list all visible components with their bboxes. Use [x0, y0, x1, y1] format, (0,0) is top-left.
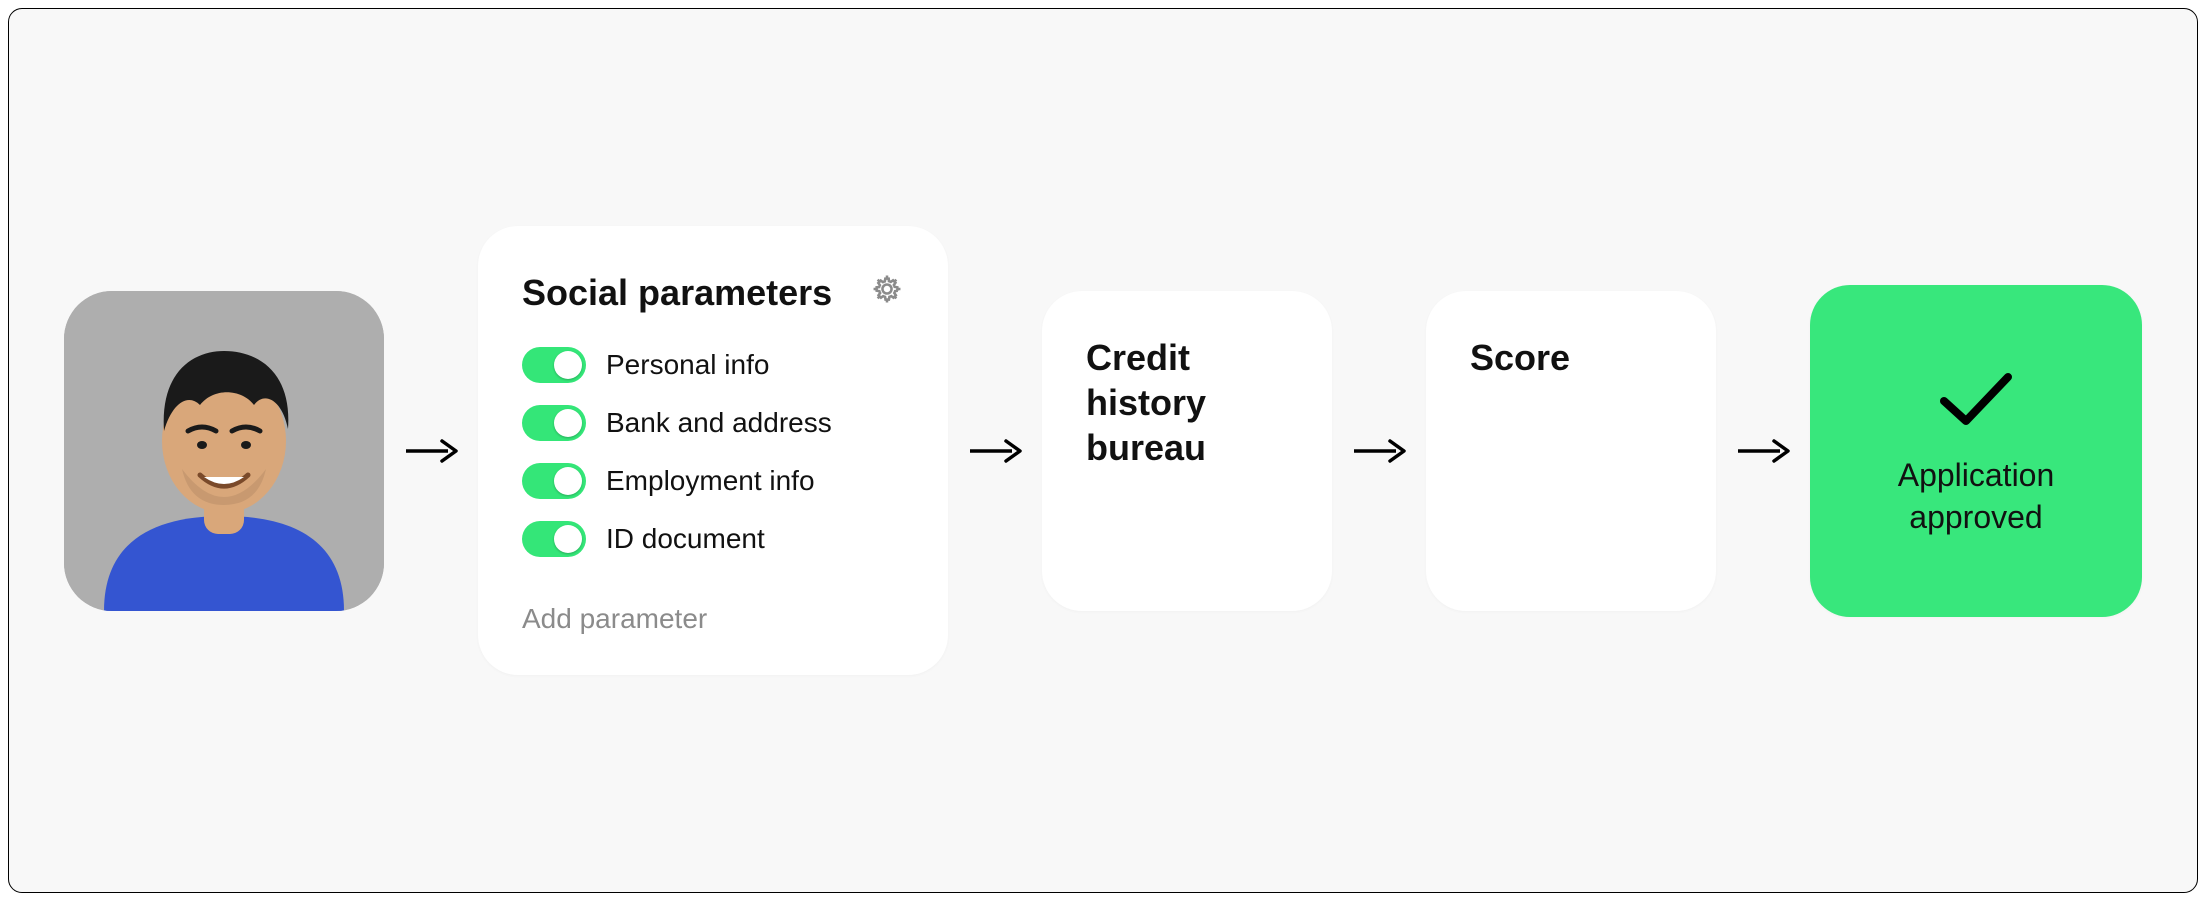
credit-history-panel: Credit history bureau: [1042, 291, 1332, 611]
parameter-row: Personal info: [522, 347, 904, 383]
parameter-row: Bank and address: [522, 405, 904, 441]
panel-header: Social parameters: [522, 270, 904, 315]
flow-arrow: [966, 437, 1024, 465]
flow-row: Social parameters Personal info: [64, 226, 2142, 675]
parameter-label: Employment info: [606, 465, 815, 497]
parameter-list: Personal info Bank and address Employmen…: [522, 347, 904, 557]
parameter-label: Personal info: [606, 349, 769, 381]
parameter-row: ID document: [522, 521, 904, 557]
flow-arrow: [1350, 437, 1408, 465]
score-panel: Score: [1426, 291, 1716, 611]
avatar-illustration: [64, 291, 384, 611]
result-panel: Application approved: [1810, 285, 2142, 617]
parameter-label: Bank and address: [606, 407, 832, 439]
panel-title: Score: [1470, 335, 1672, 380]
gear-icon[interactable]: [870, 272, 904, 306]
checkmark-icon: [1934, 367, 2018, 431]
flow-arrow: [402, 437, 460, 465]
toggle-bank-address[interactable]: [522, 405, 586, 441]
applicant-avatar: [64, 291, 384, 611]
toggle-personal-info[interactable]: [522, 347, 586, 383]
parameter-row: Employment info: [522, 463, 904, 499]
parameter-label: ID document: [606, 523, 765, 555]
panel-title: Social parameters: [522, 270, 832, 315]
add-parameter-button[interactable]: Add parameter: [522, 603, 904, 635]
toggle-employment-info[interactable]: [522, 463, 586, 499]
result-label: Application approved: [1854, 455, 2098, 538]
toggle-id-document[interactable]: [522, 521, 586, 557]
flow-arrow: [1734, 437, 1792, 465]
social-parameters-panel: Social parameters Personal info: [478, 226, 948, 675]
diagram-canvas: Social parameters Personal info: [8, 8, 2198, 893]
panel-title: Credit history bureau: [1086, 335, 1288, 470]
